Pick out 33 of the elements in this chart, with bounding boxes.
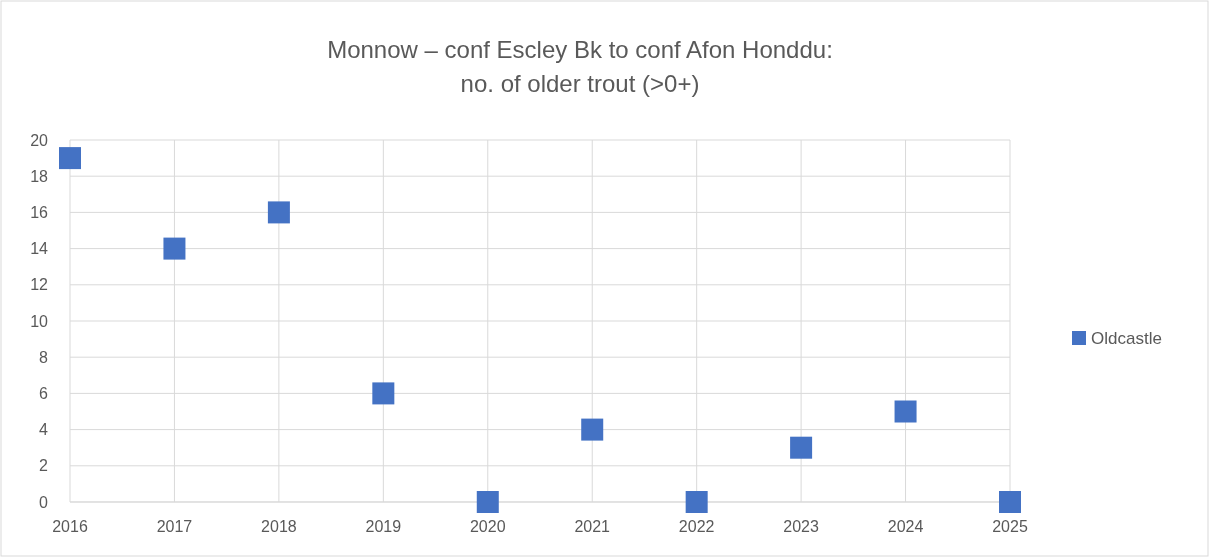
y-tick-label: 10 <box>30 312 49 330</box>
point <box>999 491 1021 513</box>
y-tick-label: 14 <box>30 240 49 258</box>
y-tick-label: 6 <box>39 385 49 402</box>
x-tick-label: 2016 <box>52 518 88 535</box>
legend-label: Oldcastle <box>1091 328 1162 348</box>
point <box>581 418 604 441</box>
x-tick-label: 2022 <box>678 518 715 535</box>
x-tick-label: 2019 <box>365 518 402 535</box>
point <box>894 400 917 423</box>
point <box>267 201 290 224</box>
chart-title: Monnow – conf Escley Bk to conf Afon Honddu: no. of older trout (>0+) <box>327 36 833 97</box>
x-tick-label: 2018 <box>261 518 297 535</box>
x-tick-label: 2020 <box>469 518 506 535</box>
y-tick-label: 20 <box>30 131 49 149</box>
y-tick-label: 18 <box>30 167 49 185</box>
y-tick-label: 2 <box>39 457 49 475</box>
y-tick-label: 12 <box>30 276 49 294</box>
y-tick-label: 8 <box>39 348 49 366</box>
point <box>59 147 81 170</box>
x-tick-label: 2024 <box>887 518 924 535</box>
point <box>476 491 499 513</box>
y-tick-label: 4 <box>39 421 49 439</box>
point <box>372 382 395 405</box>
x-tick-label: 2017 <box>156 518 193 535</box>
point <box>790 436 813 459</box>
y-tick-label: 16 <box>30 204 49 221</box>
y-tick-label: 0 <box>39 493 49 511</box>
point <box>685 491 708 513</box>
x-tick-label: 2021 <box>574 518 611 535</box>
x-tick-label: 2025 <box>992 518 1028 535</box>
point <box>163 237 186 260</box>
x-tick-label: 2023 <box>783 518 820 535</box>
